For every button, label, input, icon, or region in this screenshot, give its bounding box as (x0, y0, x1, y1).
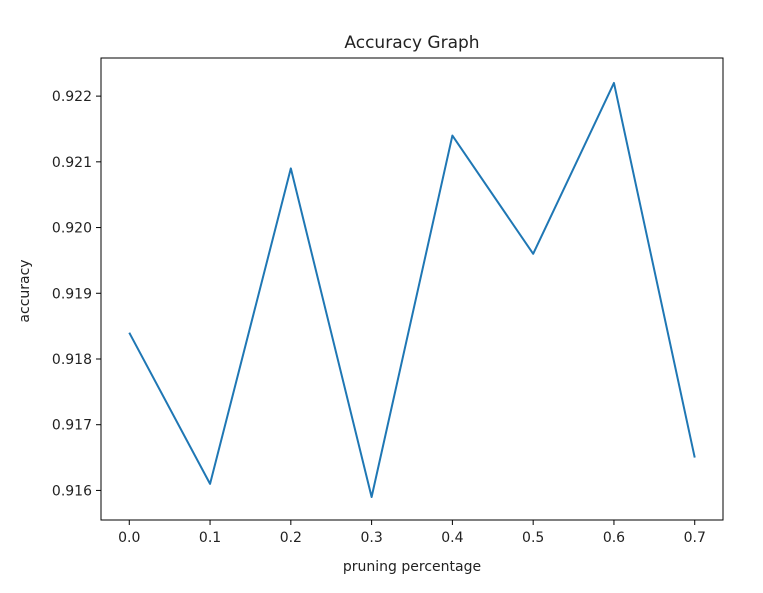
y-axis-label: accuracy (17, 259, 33, 322)
x-tick-label: 0.5 (522, 530, 544, 546)
y-tick-label: 0.916 (52, 483, 92, 499)
x-tick-label: 0.3 (360, 530, 382, 546)
plot-frame (100, 57, 724, 521)
y-tick-label: 0.918 (52, 352, 92, 368)
x-tick-label: 0.1 (199, 530, 221, 546)
y-tick-label: 0.920 (52, 221, 92, 237)
y-tick-label: 0.917 (52, 418, 92, 434)
x-tick-label: 0.2 (280, 530, 302, 546)
x-tick-label: 0.0 (118, 530, 140, 546)
y-tick-label: 0.922 (52, 89, 92, 105)
y-tick-label: 0.919 (52, 286, 92, 302)
x-tick-label: 0.7 (684, 530, 706, 546)
x-tick-label: 0.6 (603, 530, 625, 546)
chart-title: Accuracy Graph (344, 33, 479, 53)
y-tick-label: 0.921 (52, 155, 92, 171)
series-line-0 (128, 81, 696, 498)
plot-area: 0.0 0.1 0.2 0.3 0.4 0.5 0.6 0.7 0.916 0.917 0.918 0… (52, 57, 724, 546)
x-tick-label: 0.4 (441, 530, 463, 546)
x-axis-label: pruning percentage (343, 559, 481, 575)
